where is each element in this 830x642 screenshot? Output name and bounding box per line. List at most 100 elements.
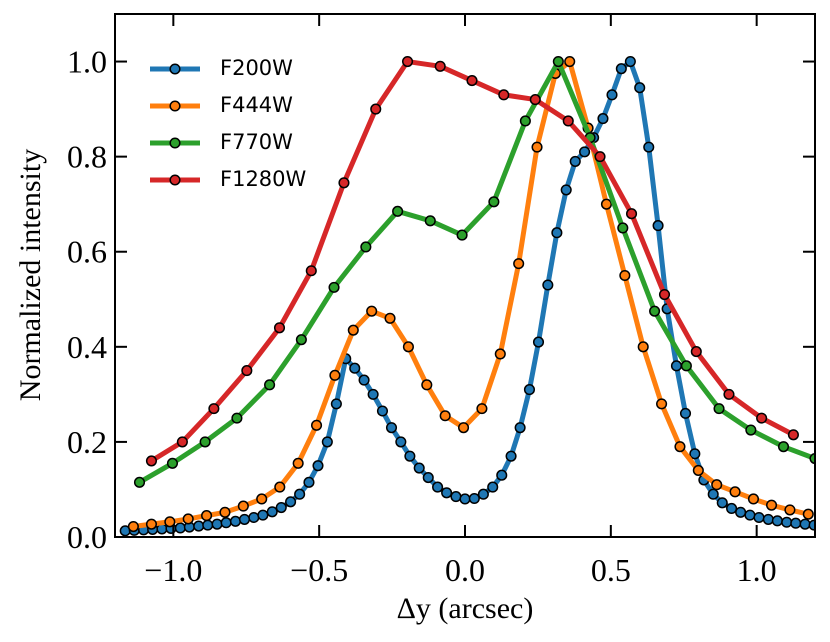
data-point xyxy=(413,462,425,474)
data-point xyxy=(726,502,738,515)
data-point xyxy=(145,518,158,530)
data-point xyxy=(477,488,489,500)
data-point xyxy=(505,450,517,462)
data-point xyxy=(338,177,350,189)
data-point xyxy=(439,410,451,422)
data-point xyxy=(579,146,591,158)
data-point xyxy=(421,379,433,391)
data-point xyxy=(787,429,799,441)
data-point xyxy=(219,506,231,518)
data-point xyxy=(487,481,499,493)
data-point xyxy=(551,227,563,239)
legend-label: F1280W xyxy=(220,167,307,191)
data-point xyxy=(321,436,333,448)
data-point xyxy=(692,464,704,476)
x-axis-label: Δy (arcsec) xyxy=(397,592,534,625)
data-point xyxy=(231,412,243,424)
data-point xyxy=(395,436,407,448)
data-point xyxy=(145,455,158,467)
data-point xyxy=(432,481,444,493)
data-point xyxy=(594,151,606,163)
data-point xyxy=(238,513,251,525)
x-tick-label: −0.5 xyxy=(290,552,348,588)
data-point xyxy=(367,388,379,400)
data-point xyxy=(127,520,139,533)
series-line xyxy=(138,59,815,485)
data-point xyxy=(625,208,638,220)
data-point xyxy=(597,113,609,125)
data-point xyxy=(275,501,287,514)
data-point xyxy=(310,419,323,431)
data-point xyxy=(202,519,214,531)
data-point xyxy=(133,476,146,488)
data-point xyxy=(347,324,359,336)
data-point xyxy=(643,141,655,153)
data-point xyxy=(401,55,414,68)
data-point xyxy=(360,241,372,253)
x-tick-label: 0.5 xyxy=(591,552,631,588)
data-point xyxy=(619,269,631,282)
data-point xyxy=(809,453,815,465)
data-point xyxy=(744,509,756,521)
data-point xyxy=(166,457,179,469)
data-point xyxy=(564,55,576,68)
data-point xyxy=(680,360,692,372)
data-point xyxy=(569,155,581,167)
data-point xyxy=(488,196,500,208)
data-point xyxy=(384,312,396,324)
data-point xyxy=(328,281,340,293)
data-point xyxy=(466,75,478,87)
legend-label: F200W xyxy=(220,56,293,80)
data-point xyxy=(552,55,564,68)
data-point xyxy=(424,215,436,227)
data-point xyxy=(237,500,249,512)
data-point xyxy=(358,374,370,386)
data-point xyxy=(670,360,683,372)
data-point xyxy=(562,115,574,127)
data-point xyxy=(523,384,536,396)
data-point xyxy=(285,496,297,508)
data-point xyxy=(456,229,468,241)
data-point xyxy=(656,398,668,410)
data-point xyxy=(606,89,618,101)
data-point xyxy=(560,184,572,196)
data-point xyxy=(201,510,213,522)
x-tick-label: 1.0 xyxy=(737,552,777,588)
data-point xyxy=(229,515,242,527)
legend-marker xyxy=(169,174,181,186)
data-point xyxy=(716,497,728,509)
data-point xyxy=(494,348,506,360)
data-point xyxy=(366,305,378,317)
data-point xyxy=(174,522,186,534)
data-point xyxy=(211,518,223,530)
data-point xyxy=(292,457,304,469)
y-tick-label: 1.0 xyxy=(67,44,107,80)
data-point xyxy=(711,479,723,491)
data-point xyxy=(312,460,324,472)
legend-marker xyxy=(169,63,181,75)
data-point xyxy=(690,346,702,358)
data-point xyxy=(802,508,814,520)
data-point xyxy=(753,511,765,524)
data-point xyxy=(468,492,480,505)
data-point xyxy=(615,63,627,75)
data-point xyxy=(392,205,404,217)
data-point xyxy=(248,511,260,524)
data-point xyxy=(459,493,471,505)
y-tick-label: 0.0 xyxy=(67,519,107,555)
data-point xyxy=(781,516,793,528)
data-point xyxy=(735,506,747,518)
data-point xyxy=(729,486,741,498)
data-point xyxy=(771,515,783,527)
data-point xyxy=(329,369,341,381)
data-point xyxy=(164,516,176,528)
data-point xyxy=(777,441,790,453)
data-point xyxy=(476,403,488,415)
data-point xyxy=(264,379,276,391)
data-point xyxy=(273,322,286,334)
data-point xyxy=(658,288,671,301)
data-point xyxy=(404,450,416,462)
data-point xyxy=(756,412,768,424)
data-point xyxy=(514,422,526,434)
